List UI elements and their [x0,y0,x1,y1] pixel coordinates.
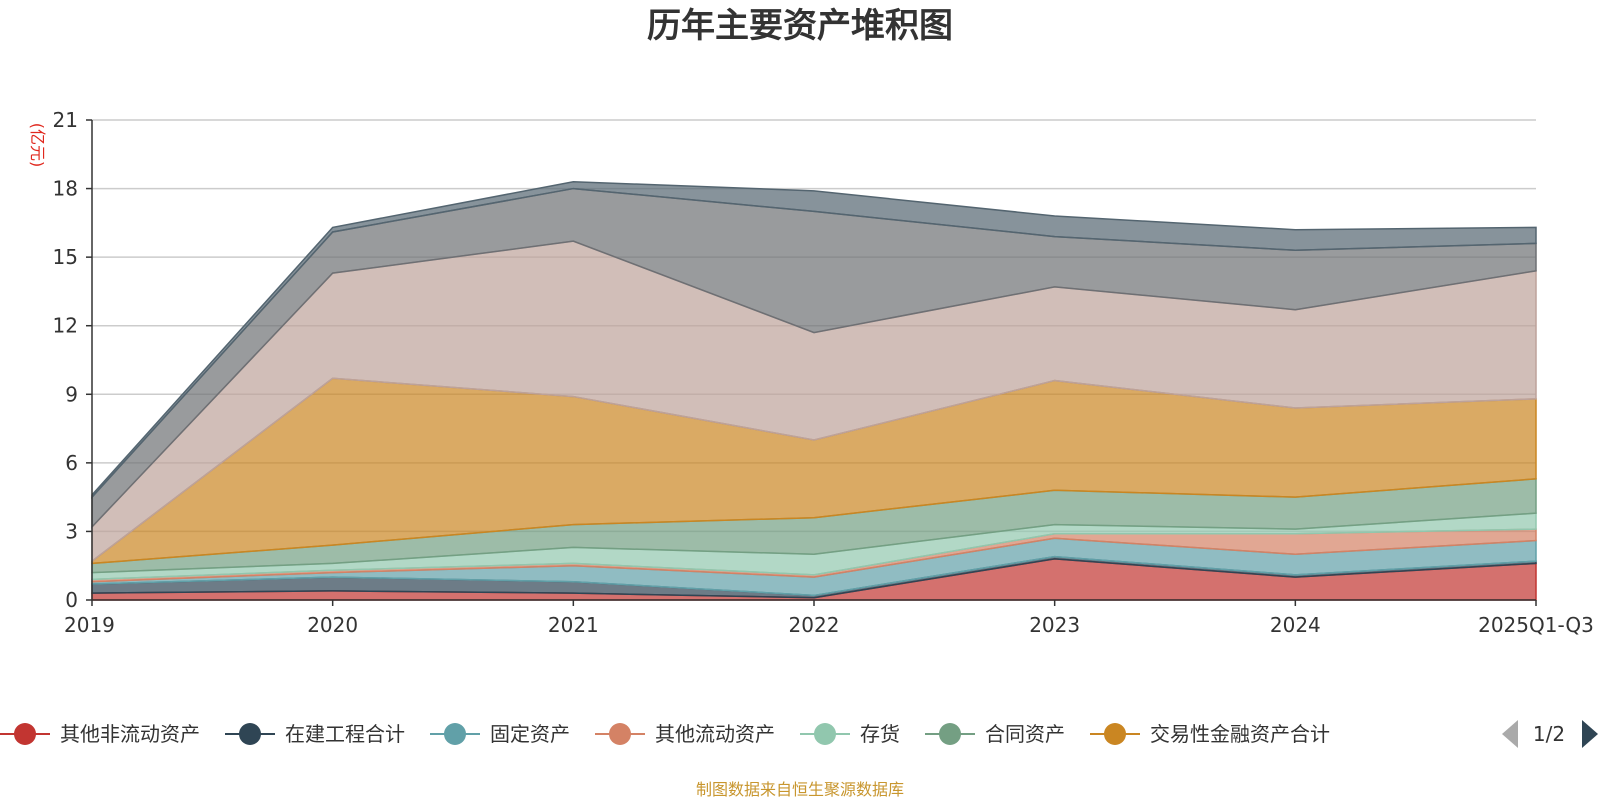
y-tick-label: 6 [65,451,78,475]
legend-item[interactable]: 其他流动资产 [595,722,775,746]
legend-label: 存货 [860,722,900,746]
legend-marker-icon [1104,723,1126,745]
legend-marker-icon [939,723,961,745]
y-axis-unit-label: (亿元) [28,123,47,168]
x-tick-label: 2021 [548,613,599,637]
legend-label: 交易性金融资产合计 [1150,722,1330,746]
legend-item[interactable]: 固定资产 [430,722,570,746]
legend-item[interactable]: 交易性金融资产合计 [1090,722,1330,746]
area-series-9[interactable] [91,180,1537,500]
legend-item[interactable]: 其他非流动资产 [0,722,200,746]
legend-label: 其他流动资产 [655,722,775,746]
legend-next-page-icon[interactable] [1582,720,1598,748]
legend-marker-icon [444,723,466,745]
legend-label: 其他非流动资产 [60,722,200,746]
legend-marker-icon [814,723,836,745]
legend-marker-icon [14,723,36,745]
x-tick-label: 2022 [789,613,840,637]
legend-label: 在建工程合计 [285,722,405,746]
y-tick-label: 15 [53,245,78,269]
y-tick-label: 0 [65,588,78,612]
data-source-note: 制图数据来自恒生聚源数据库 [696,780,904,799]
y-tick-label: 3 [65,519,78,543]
x-tick-label: 2019 [64,613,115,637]
legend-item[interactable]: 在建工程合计 [225,722,405,746]
legend-marker-icon [239,723,261,745]
y-tick-label: 21 [53,108,78,132]
x-tick-label: 2023 [1029,613,1080,637]
y-tick-label: 9 [65,382,78,406]
y-tick-label: 18 [53,177,78,201]
legend-prev-page-icon[interactable] [1502,720,1518,748]
legend[interactable]: 其他非流动资产 在建工程合计 固定资产 其他流动资产 存货 合同资产 交易性金融资产合计 [0,722,1330,746]
x-axis-ticks: 2019 2020 2021 2022 2023 2024 2025Q1-Q3 [64,600,1594,637]
y-tick-label: 12 [53,314,78,338]
legend-label: 固定资产 [490,722,570,746]
legend-item[interactable]: 合同资产 [925,722,1065,746]
legend-pager: 1/2 [1502,720,1598,748]
x-tick-label: 2020 [307,613,358,637]
legend-page-indicator: 1/2 [1533,722,1565,746]
chart-title: 历年主要资产堆积图 [647,6,953,46]
x-tick-label: 2025Q1-Q3 [1478,613,1594,637]
legend-marker-icon [609,723,631,745]
x-tick-label: 2024 [1270,613,1321,637]
y-axis-ticks: 0 3 6 9 12 15 18 21 [53,108,92,612]
legend-item[interactable]: 存货 [800,722,900,746]
legend-label: 合同资产 [985,722,1065,746]
area-series [91,180,1537,601]
